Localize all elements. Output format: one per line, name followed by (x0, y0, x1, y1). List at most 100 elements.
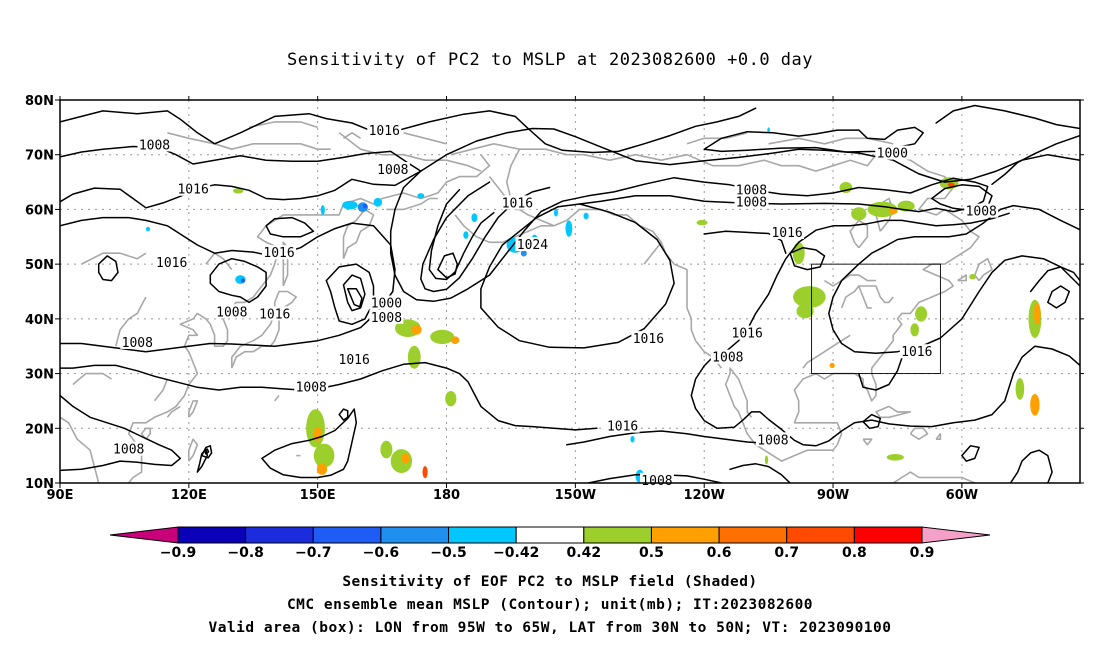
contour-label: 1000 (877, 147, 908, 162)
sensitivity-patch (320, 205, 325, 215)
sensitivity-patch (313, 443, 335, 468)
valid-area-box (811, 263, 941, 375)
sensitivity-patch (463, 231, 469, 239)
sensitivity-patch (471, 213, 478, 223)
colorbar-box (245, 526, 314, 544)
contour-label: 1016 (259, 307, 290, 322)
sensitivity-patch (553, 208, 559, 217)
coastline-segment (935, 433, 942, 440)
contour-label-bg (337, 351, 372, 366)
mslp-contour (480, 203, 675, 349)
sensitivity-patch (630, 435, 635, 443)
sensitivity-shading (145, 127, 1042, 498)
graticule (60, 100, 1080, 483)
mslp-contour (60, 107, 757, 154)
mslp-contour (60, 216, 396, 353)
sensitivity-patch (1015, 378, 1025, 400)
coastline-segment (274, 395, 280, 402)
mslp-contour (346, 288, 363, 308)
contour-label-bg (605, 418, 640, 433)
colorbar-box (853, 526, 923, 544)
contour-label-bg (500, 195, 535, 210)
sensitivity-patch (407, 345, 421, 369)
sensitivity-patch (380, 440, 393, 459)
mslp-contour (342, 274, 366, 312)
contour-label: 1008 (371, 311, 402, 326)
lat-label: 50N (25, 258, 54, 273)
coastline-segment (188, 400, 199, 418)
caption-line-1: Sensitivity of EOF PC2 to MSLP field (Sh… (342, 574, 758, 590)
contour-label: 1008 (966, 205, 997, 220)
contour-label-bg (964, 203, 999, 218)
coastline-segment (686, 132, 748, 145)
mslp-contour (703, 230, 787, 254)
contour-label-bg (120, 334, 155, 349)
contour-label: 1000 (371, 297, 402, 312)
colorbar-tick-label: −0.7 (295, 545, 332, 561)
lat-label: 70N (25, 149, 54, 164)
mslp-contour (1047, 285, 1071, 309)
colorbar-labels: −0.9 −0.8 −0.7 −0.6 −0.5 −0.42 0.42 0.5 0.6 0.7 0.… (160, 545, 935, 561)
coastline-segment (802, 334, 851, 369)
mslp-contour (935, 104, 1080, 130)
sensitivity-patch (145, 226, 151, 232)
sensitivity-patch (240, 278, 246, 283)
sensitivity-patch (627, 485, 633, 498)
mslp-contour (437, 252, 459, 279)
coastline-segment (450, 143, 520, 156)
contour-label: 1008 (377, 163, 408, 178)
lat-label: 10N (25, 477, 54, 492)
caption-line-2: CMC ensemble mean MSLP (Contour); unit(m… (286, 597, 814, 613)
mslp-contour (196, 448, 209, 473)
coastline-segment (957, 274, 967, 282)
colorbar-tick-label: 0.6 (707, 545, 732, 561)
coastline-segment (167, 132, 331, 150)
contour-label: 1016 (633, 332, 664, 347)
mslp-contour (60, 394, 182, 472)
contour-label-bg (875, 145, 910, 160)
mslp-contour (1029, 266, 1080, 293)
contour-label-bg (214, 304, 249, 319)
mslp-contour (60, 145, 422, 209)
colorbar-tick-label: −0.6 (363, 545, 400, 561)
colorbar-tick-label: 0.42 (567, 545, 602, 561)
lat-label: 20N (25, 422, 54, 437)
sensitivity-patch (417, 193, 425, 199)
contour-label: 1016 (177, 183, 208, 198)
coastline-segment (282, 241, 289, 287)
caption-line-3: Valid area (box): LON from 95W to 65W, L… (208, 620, 892, 636)
coastline-segment (248, 121, 318, 129)
sensitivity-patch (430, 329, 455, 344)
contour-label-bg (369, 309, 404, 324)
colorbar-box (718, 526, 788, 544)
mslp-contour (862, 413, 882, 430)
colorbar-box (177, 526, 247, 544)
contour-label-bg (176, 181, 211, 196)
page-title: Sensitivity of PC2 to MSLP at 2023082600… (286, 50, 813, 70)
contour-label: 1008 (122, 336, 153, 351)
contour-label: 1016 (732, 327, 763, 342)
mslp-contour (203, 448, 210, 455)
mslp-contour (931, 184, 993, 212)
contour-label: 1016 (369, 124, 400, 139)
contour-label: 1016 (771, 226, 802, 241)
axis-ticks (55, 96, 1084, 488)
colorbar-tick-label: 0.5 (639, 545, 664, 561)
contour-label-bg (710, 349, 745, 364)
colorbar-boxes (109, 526, 991, 544)
contour-label: 1008 (757, 433, 788, 448)
coastline-segment (343, 132, 362, 139)
sensitivity-patch (422, 466, 428, 479)
colorbar-tick-label: −0.9 (160, 545, 197, 561)
contour-label: 1008 (736, 195, 767, 210)
sensitivity-patch (445, 391, 457, 407)
contour-label-bg (294, 379, 329, 394)
contour-label: 1016 (607, 420, 638, 435)
sensitivity-patch (450, 336, 460, 345)
mslp-contour (97, 255, 119, 282)
sensitivity-patch (915, 306, 928, 322)
coastline-segment (205, 252, 233, 271)
mslp-contour (428, 188, 495, 281)
contour-label-bg (730, 325, 765, 340)
